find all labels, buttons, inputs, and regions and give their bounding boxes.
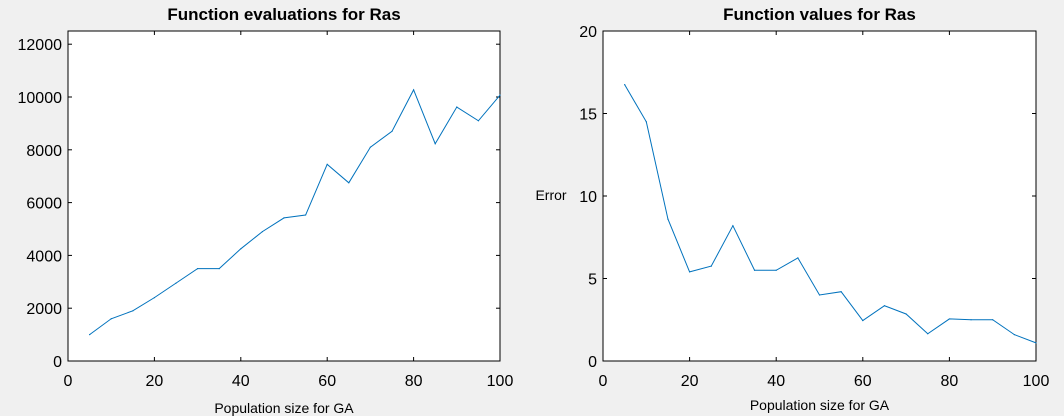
y-tick-label: 0	[53, 354, 62, 371]
x-tick-label: 60	[854, 373, 872, 390]
data-point	[89, 334, 91, 336]
data-point	[240, 248, 242, 250]
series-line	[624, 84, 1037, 344]
data-point	[645, 121, 647, 123]
chart-title: Function values for Ras	[723, 5, 916, 24]
data-point	[348, 182, 350, 184]
data-point	[797, 257, 799, 259]
data-point	[775, 269, 777, 271]
y-tick-label: 8000	[26, 143, 62, 160]
data-point	[477, 120, 479, 122]
data-point	[456, 106, 458, 108]
x-tick-label: 80	[941, 373, 959, 390]
data-point	[218, 268, 220, 270]
data-point	[667, 218, 669, 220]
data-point	[326, 163, 328, 165]
data-point	[132, 310, 134, 312]
data-point	[413, 89, 415, 91]
chart-function-values: Function values for Ras 0 20 40 60 80 100 0 5 10 1…	[535, 5, 1049, 413]
data-point	[992, 319, 994, 321]
x-tick-label: 60	[318, 373, 336, 390]
y-tick-label: 5	[588, 272, 597, 289]
series-line	[89, 88, 501, 336]
data-point	[624, 84, 626, 86]
x-tick-label: 80	[405, 373, 423, 390]
x-tick-label: 100	[487, 373, 514, 390]
data-point	[369, 146, 371, 148]
data-point	[283, 217, 285, 219]
x-axis-label: Population size for GA	[750, 397, 890, 413]
y-tick-label: 6000	[26, 196, 62, 213]
data-point	[689, 271, 691, 273]
data-point	[175, 282, 177, 284]
chart-title: Function evaluations for Ras	[167, 5, 400, 24]
data-point	[197, 268, 199, 270]
y-tick-label: 15	[579, 107, 597, 124]
data-point	[1035, 342, 1037, 344]
data-point	[434, 143, 436, 145]
data-point	[840, 291, 842, 293]
data-point	[499, 94, 501, 96]
data-point	[710, 265, 712, 267]
x-tick-label: 100	[1023, 373, 1050, 390]
data-point	[732, 225, 734, 227]
y-tick-label: 0	[588, 354, 597, 371]
data-point	[818, 294, 821, 296]
data-point	[261, 231, 263, 233]
y-tick-label: 2000	[26, 301, 62, 318]
data-point	[110, 318, 112, 320]
data-point	[970, 319, 972, 321]
data-point	[1013, 334, 1015, 336]
y-axis-label: Error	[535, 187, 566, 203]
y-tick-label: 4000	[26, 248, 62, 265]
data-point	[948, 318, 951, 320]
data-point	[862, 319, 864, 322]
y-tick-label: 12000	[18, 37, 63, 54]
y-tick-label: 20	[579, 24, 597, 41]
data-point	[905, 313, 907, 315]
chart-function-evaluations: Function evaluations for Ras 0 20 40 60 80 100…	[18, 5, 514, 416]
data-point	[927, 333, 929, 335]
y-tick-label: 10	[579, 189, 597, 206]
data-point	[883, 305, 886, 307]
y-tick-label: 10000	[18, 90, 63, 107]
x-axis-label: Population size for GA	[214, 400, 354, 416]
plot-area	[67, 30, 501, 362]
x-tick-label: 20	[681, 373, 699, 390]
data-point	[391, 130, 393, 132]
x-tick-label: 0	[599, 373, 608, 390]
x-tick-label: 20	[146, 373, 164, 390]
data-point	[153, 297, 155, 299]
plot-area	[602, 30, 1037, 362]
data-point	[753, 269, 756, 271]
x-tick-label: 40	[232, 373, 250, 390]
data-point	[305, 214, 307, 216]
x-tick-label: 40	[767, 373, 785, 390]
x-tick-label: 0	[64, 373, 73, 390]
